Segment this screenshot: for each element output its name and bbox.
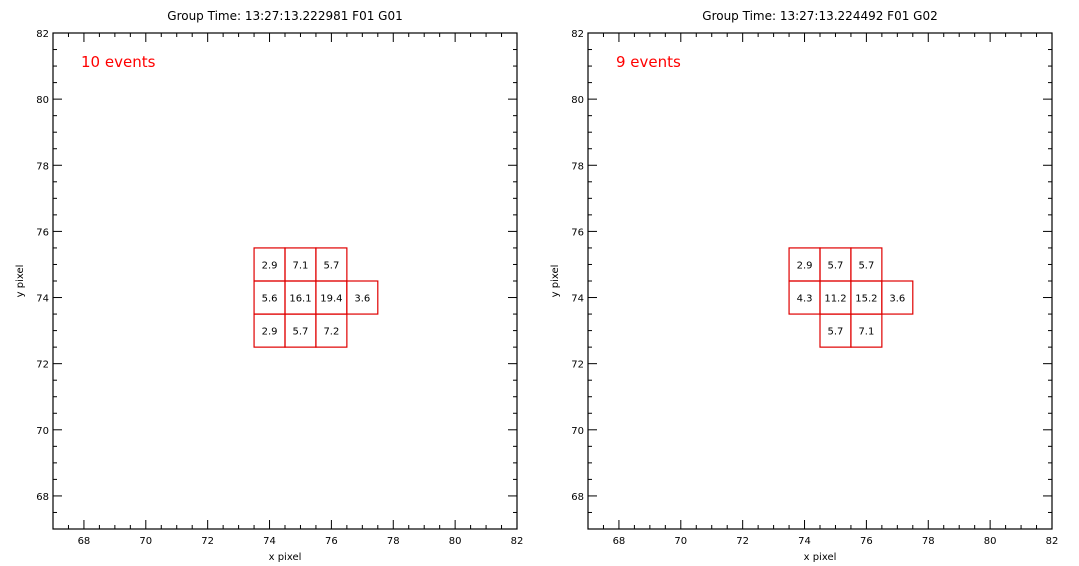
y-tick-label: 68 — [571, 492, 584, 503]
chart-panel-1: Group Time: 13:27:13.222981 F01 G01 10 ev… — [15, 9, 523, 563]
x-tick-label: 82 — [1046, 536, 1059, 547]
y-tick-label: 68 — [36, 492, 49, 503]
x-axis-label: x pixel — [804, 552, 837, 563]
pixel-cell-value: 5.7 — [828, 327, 844, 338]
pixel-cell-value: 5.7 — [858, 260, 874, 271]
y-tick-label: 78 — [571, 161, 584, 172]
pixel-cell-value: 3.6 — [354, 294, 370, 305]
x-tick-label: 78 — [387, 536, 400, 547]
pixel-cell-value: 16.1 — [289, 294, 311, 305]
pixel-cell-value: 5.7 — [323, 260, 339, 271]
y-tick-label: 78 — [36, 161, 49, 172]
y-tick-label: 70 — [571, 426, 584, 437]
pixel-cell-value: 7.1 — [858, 327, 874, 338]
pixel-cell — [315, 313, 348, 348]
y-tick-label: 74 — [36, 294, 49, 305]
y-axis-label: y pixel — [550, 265, 561, 298]
chart-panel-2: Group Time: 13:27:13.224492 F01 G02 9 eve… — [550, 9, 1058, 563]
x-tick-label: 80 — [449, 536, 462, 547]
pixel-cell — [881, 280, 914, 315]
y-tick-label: 82 — [36, 29, 49, 40]
y-tick-label: 76 — [36, 227, 49, 238]
pixel-cell-value: 11.2 — [824, 294, 846, 305]
pixel-cell-value: 15.2 — [855, 294, 877, 305]
x-tick-label: 74 — [263, 536, 276, 547]
x-tick-label: 68 — [613, 536, 626, 547]
pixel-cell — [850, 313, 883, 348]
x-tick-label: 74 — [798, 536, 811, 547]
y-axis-label: y pixel — [15, 265, 26, 298]
event-count-annotation: 9 events — [616, 53, 681, 71]
y-tick-label: 82 — [571, 29, 584, 40]
y-tick-label: 70 — [36, 426, 49, 437]
x-tick-label: 80 — [984, 536, 997, 547]
chart-title: Group Time: 13:27:13.222981 F01 G01 — [167, 9, 402, 23]
pixel-cell-value: 5.7 — [293, 327, 309, 338]
x-tick-label: 70 — [139, 536, 152, 547]
pixel-cell-value: 19.4 — [320, 294, 342, 305]
pixel-cell-value: 4.3 — [797, 294, 813, 305]
x-tick-label: 72 — [736, 536, 749, 547]
y-tick-label: 72 — [571, 360, 584, 371]
x-tick-label: 76 — [325, 536, 338, 547]
pixel-cell-value: 5.7 — [828, 260, 844, 271]
pixel-cell-value: 7.2 — [323, 327, 339, 338]
chart-title: Group Time: 13:27:13.224492 F01 G02 — [702, 9, 937, 23]
pixel-cell-value: 2.9 — [262, 327, 278, 338]
pixel-cell — [346, 280, 379, 315]
y-tick-label: 74 — [571, 294, 584, 305]
y-tick-label: 72 — [36, 360, 49, 371]
pixel-cell-value: 3.6 — [889, 294, 905, 305]
x-tick-label: 70 — [674, 536, 687, 547]
y-tick-label: 76 — [571, 227, 584, 238]
x-tick-label: 68 — [78, 536, 91, 547]
y-tick-label: 80 — [36, 95, 49, 106]
pixel-cell-value: 5.6 — [262, 294, 278, 305]
x-tick-label: 76 — [860, 536, 873, 547]
pixel-cell-value: 2.9 — [797, 260, 813, 271]
x-tick-label: 82 — [511, 536, 524, 547]
y-tick-label: 80 — [571, 95, 584, 106]
event-count-annotation: 10 events — [81, 53, 156, 71]
pixel-cell-value: 2.9 — [262, 260, 278, 271]
pixel-cell-value: 7.1 — [293, 260, 309, 271]
x-axis-label: x pixel — [269, 552, 302, 563]
x-tick-label: 72 — [201, 536, 214, 547]
x-tick-label: 78 — [922, 536, 935, 547]
